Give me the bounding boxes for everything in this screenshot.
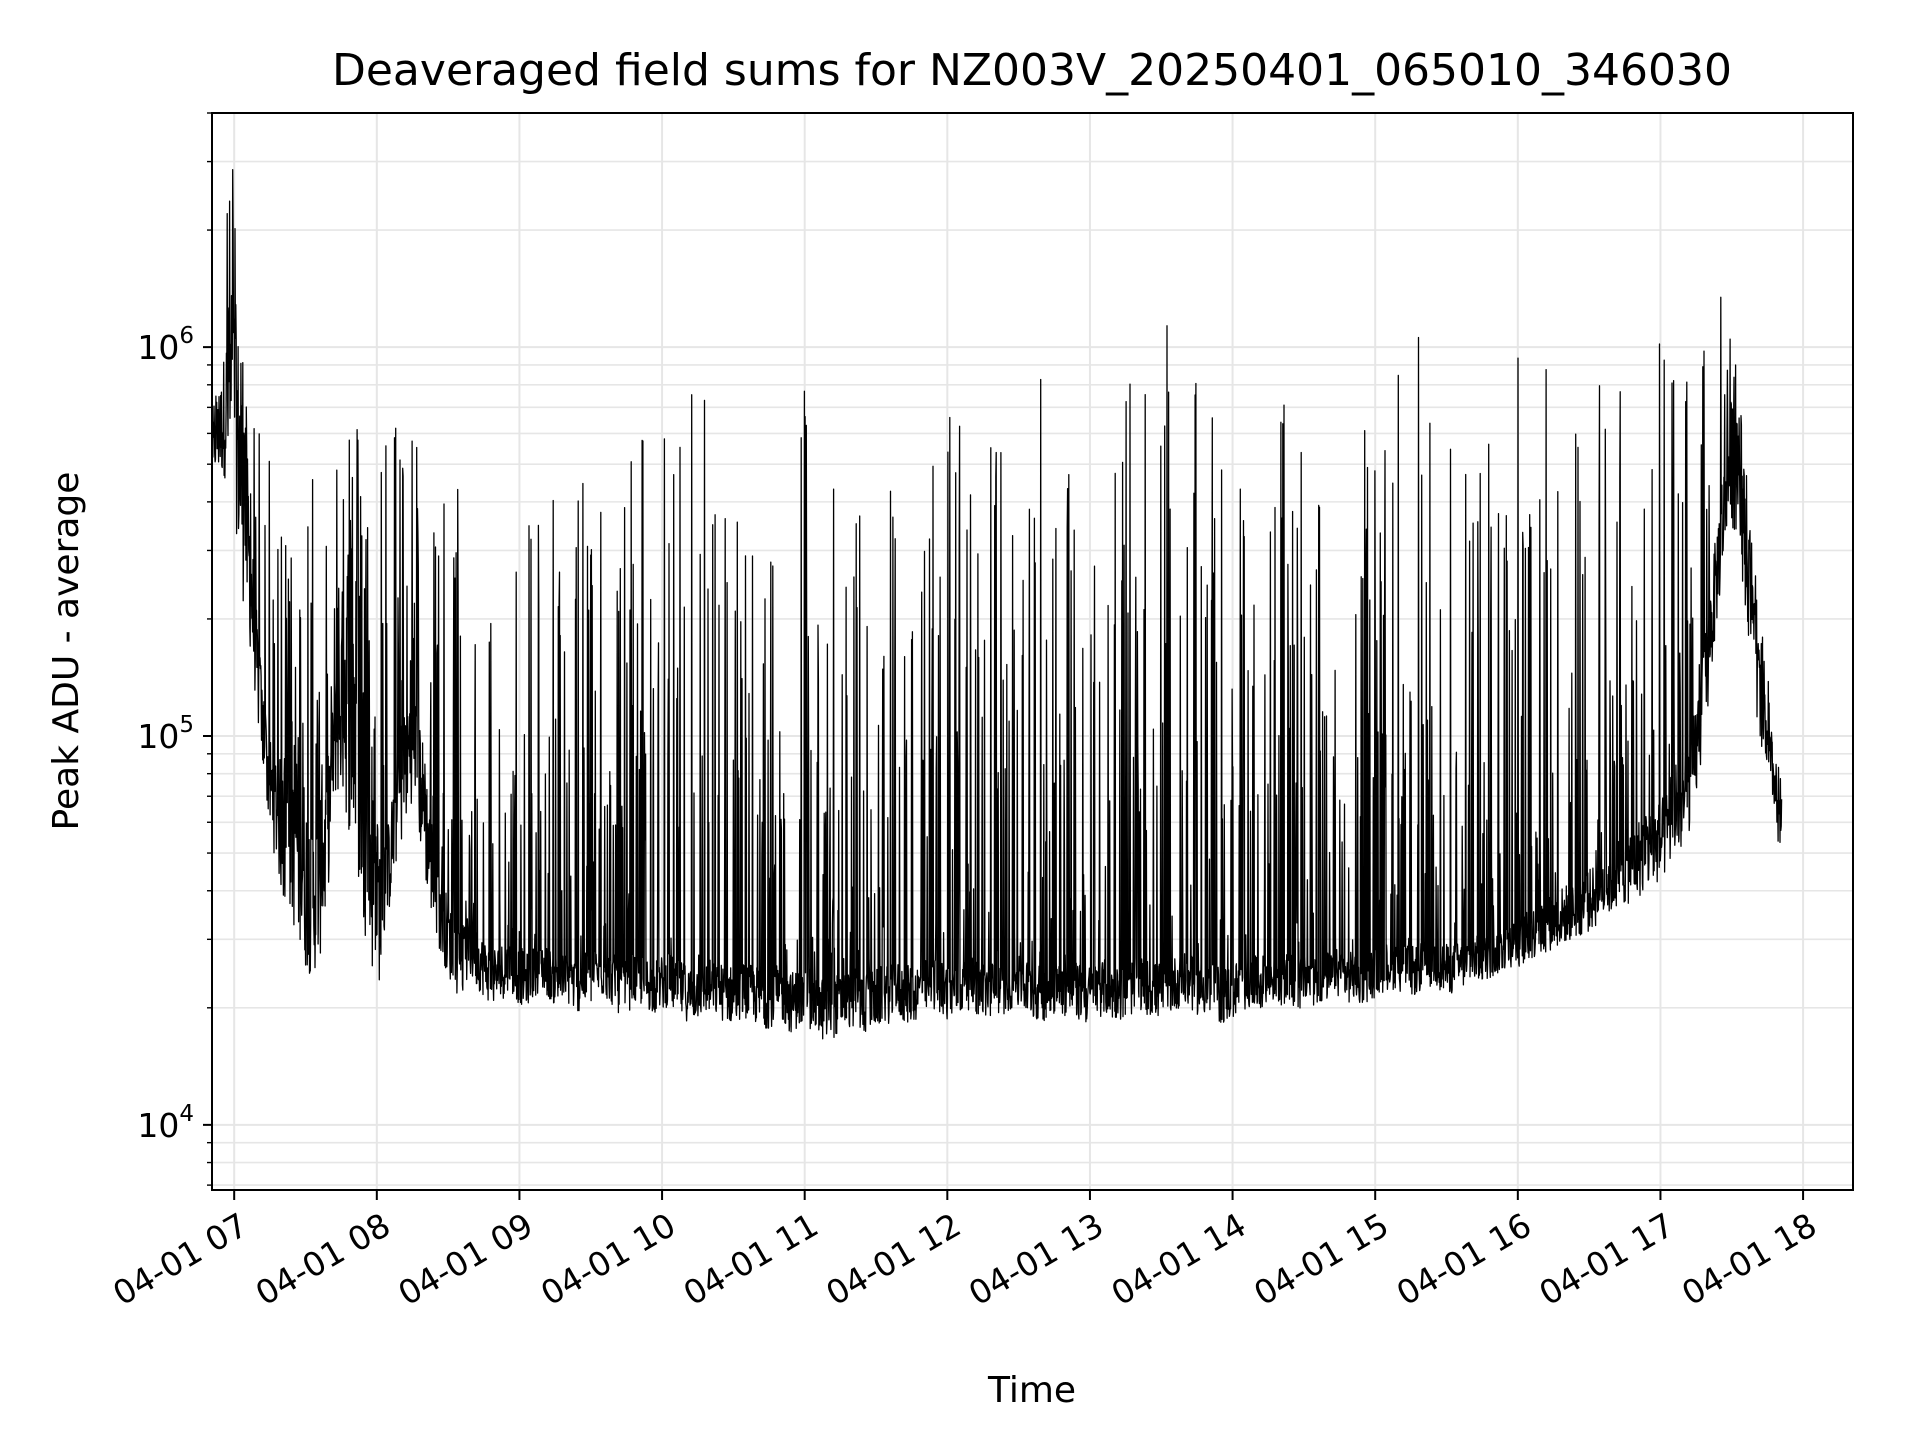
y-tick-label: 104 — [137, 1101, 194, 1145]
y-tick-label: 106 — [137, 323, 194, 367]
y-tick-base: 10 — [137, 717, 179, 756]
plot-frame — [211, 112, 1854, 1191]
plot-area — [212, 169, 1783, 1040]
y-tick-label: 105 — [137, 712, 194, 756]
y-tick-exponent: 4 — [179, 1101, 194, 1127]
chart-title: Deaveraged field sums for NZ003V_2025040… — [332, 45, 1732, 96]
x-axis-label: Time — [987, 1370, 1076, 1411]
data-series — [212, 169, 1783, 1040]
y-tick-base: 10 — [137, 1106, 179, 1145]
y-tick-base: 10 — [137, 328, 179, 367]
y-tick-exponent: 6 — [179, 323, 194, 349]
series-line — [212, 169, 1783, 1040]
y-tick-exponent: 5 — [179, 712, 194, 738]
y-axis-label: Peak ADU - average — [46, 472, 87, 831]
